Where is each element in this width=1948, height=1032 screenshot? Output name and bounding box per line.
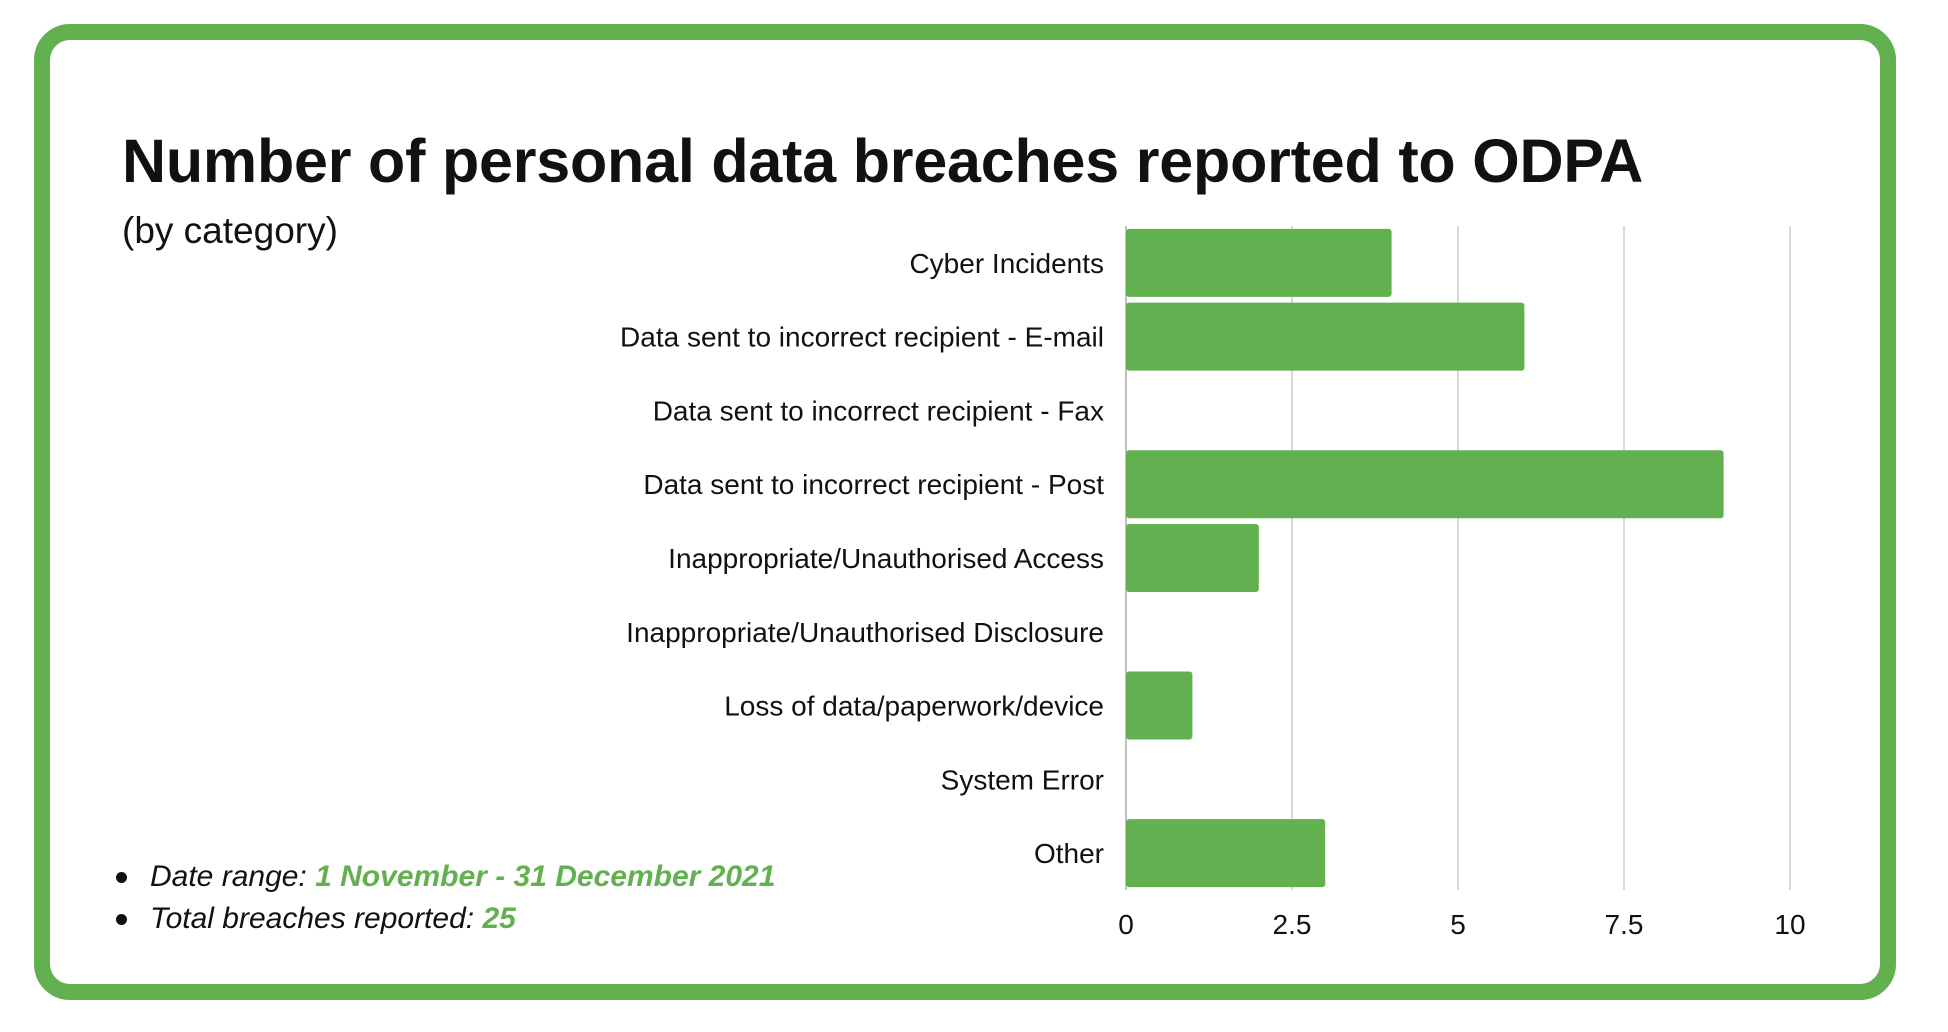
chart-title: Number of personal data breaches reporte… [122, 127, 1644, 195]
bar [1126, 524, 1259, 592]
chart-subtitle: (by category) [122, 210, 338, 251]
x-tick-label: 7.5 [1605, 909, 1644, 940]
notes-list: Date range: 1 November - 31 December 202… [112, 856, 775, 940]
category-label: System Error [941, 764, 1104, 795]
note-date-range: Date range: 1 November - 31 December 202… [112, 856, 775, 898]
note-label: Total breaches reported: [150, 902, 475, 935]
bars [1126, 228, 1724, 888]
bullet-icon [116, 872, 127, 883]
category-label: Data sent to incorrect recipient - E-mai… [620, 322, 1104, 353]
category-label: Loss of data/paperwork/device [724, 691, 1104, 722]
bar [1126, 819, 1326, 888]
category-label: Other [1034, 838, 1104, 869]
x-tick-label: 2.5 [1273, 909, 1312, 940]
category-label: Inappropriate/Unauthorised Disclosure [626, 617, 1104, 648]
note-value: 25 [482, 902, 516, 935]
category-label: Inappropriate/Unauthorised Access [668, 543, 1104, 574]
category-label: Data sent to incorrect recipient - Post [643, 469, 1104, 500]
note-value: 1 November - 31 December 2021 [315, 860, 776, 893]
x-tick-label: 0 [1118, 909, 1134, 940]
note-label: Date range: [150, 860, 307, 893]
note-total: Total breaches reported: 25 [112, 898, 775, 940]
x-tick-labels: 0 2.5 5 7.5 10 [1118, 909, 1805, 940]
category-label: Data sent to incorrect recipient - Fax [653, 395, 1104, 426]
x-tick-label: 10 [1774, 909, 1805, 940]
category-label: Cyber Incidents [909, 248, 1104, 279]
category-labels: Cyber Incidents Data sent to incorrect re… [620, 248, 1104, 869]
bullet-icon [116, 914, 127, 925]
x-tick-label: 5 [1450, 909, 1466, 940]
bar [1126, 228, 1392, 297]
bar [1126, 671, 1193, 740]
bar [1126, 302, 1525, 371]
bar [1126, 450, 1724, 519]
